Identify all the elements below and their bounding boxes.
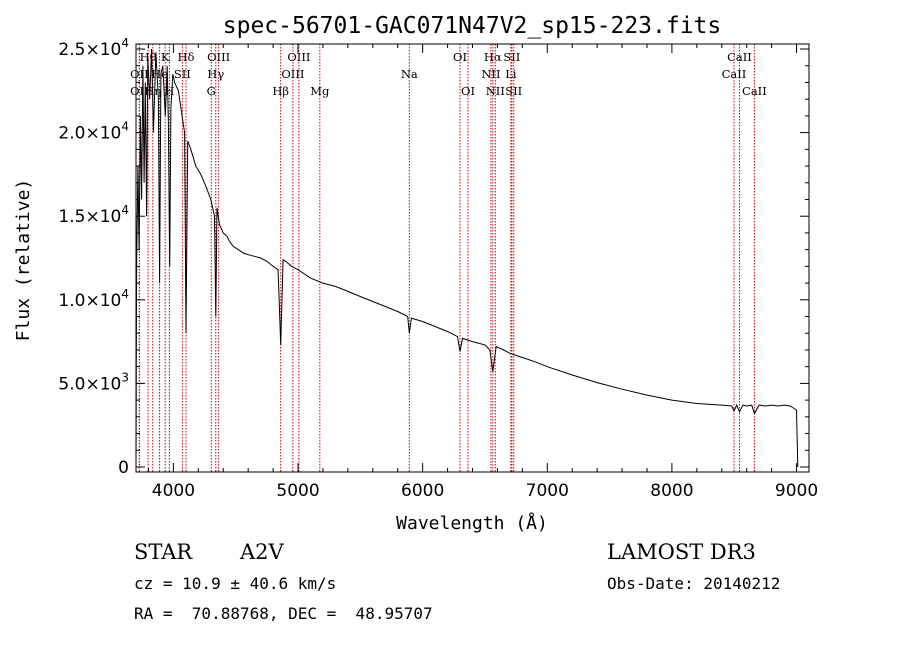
spectral-line-label: OI (453, 50, 467, 64)
spectral-line-label: G (207, 84, 216, 98)
coordinates-readout: RA = 70.88768, DEC = 48.95707 (134, 604, 433, 623)
x-tick-label: 4000 (152, 481, 195, 501)
y-tick-label: 2.5×104 (58, 36, 129, 60)
spectral-line-label: OIII (281, 67, 304, 81)
y-tick-label: 2.0×104 (58, 120, 129, 144)
x-tick-label: 9000 (775, 481, 818, 501)
y-tick-label: 1.0×104 (58, 287, 129, 311)
x-tick-label: 6000 (401, 481, 444, 501)
spectral-line-label: CaII (727, 50, 752, 64)
x-tick-label: 7000 (526, 481, 569, 501)
object-subclass: A2V (240, 540, 284, 564)
chart-title: spec-56701-GAC071N47V2_sp15-223.fits (223, 13, 722, 39)
spectral-line-label: Mg (310, 84, 330, 98)
spectral-line-label: CaII (742, 84, 767, 98)
y-tick-label: 5.0×103 (58, 370, 129, 394)
spectral-line-label: Hγ (207, 67, 224, 81)
x-tick-label: 5000 (276, 481, 319, 501)
y-tick-label: 1.5×104 (58, 203, 129, 227)
spectral-line-label: NII (481, 67, 500, 81)
spectral-line-label: OII (130, 84, 149, 98)
y-axis-label: Flux (relative) (13, 179, 34, 342)
spectral-line-label: H (164, 84, 174, 98)
y-tick-label: 0 (118, 458, 129, 478)
spectral-line-label: OIII (207, 50, 230, 64)
survey-name: LAMOST DR3 (607, 540, 756, 564)
object-class: STAR (134, 540, 193, 564)
spectral-line-label: OIII (287, 50, 310, 64)
spectral-line-label: Na (401, 67, 418, 81)
spectral-line-label: Hδ (177, 50, 194, 64)
spectrum-layer (135, 48, 799, 468)
x-axis-label: Wavelength (Å) (396, 512, 548, 534)
spectral-line-label: Li (505, 67, 517, 81)
spectral-line-label: NII (486, 84, 505, 98)
spectral-line-label: K (161, 50, 170, 64)
spectral-line-label: SII (505, 84, 522, 98)
observation-date: Obs-Date: 20140212 (607, 574, 781, 593)
spectral-line-label: OI (461, 84, 475, 98)
spectral-line-label: Hα (484, 50, 502, 64)
spectrum-trace (135, 48, 799, 468)
spectral-line-label: Hβ (272, 84, 289, 98)
redshift-readout: cz = 10.9 ± 40.6 km/s (134, 574, 337, 593)
x-tick-label: 8000 (650, 481, 693, 501)
spectral-line-label: SII (174, 67, 191, 81)
axes-layer: 4000 5000 6000 7000 8000 9000 0 5.0×103 1.0×104 1… (58, 36, 818, 501)
plot-frame (135, 43, 810, 473)
spectral-line-label: SII (503, 50, 520, 64)
spectral-line-label: CaII (722, 67, 747, 81)
